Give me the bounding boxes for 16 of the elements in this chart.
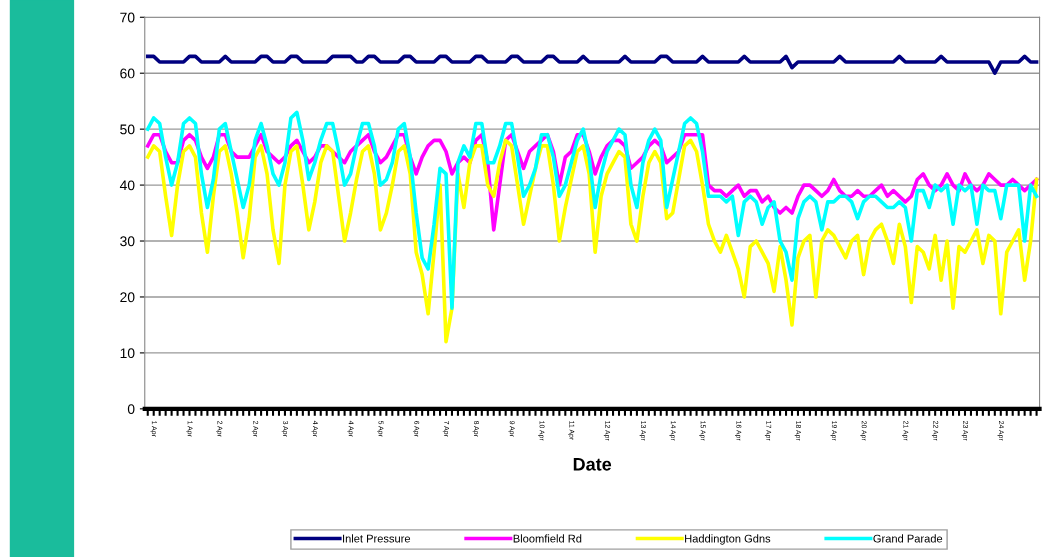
legend-label: Grand Parade [873, 534, 943, 543]
y-tick-label: 0 [127, 404, 135, 415]
y-tick-label: 50 [120, 124, 135, 135]
y-tick-label: 30 [120, 236, 135, 247]
y-tick-label: 70 [120, 12, 135, 23]
y-tick-label: 20 [120, 292, 135, 303]
legend-label: Bloomfield Rd [513, 534, 582, 543]
legend-label: Inlet Pressure [343, 534, 411, 543]
legend-label: Haddington Gdns [685, 534, 771, 545]
y-tick-label: 40 [119, 180, 135, 191]
x-axis-title: Date [573, 458, 612, 471]
line-series [145, 54, 1039, 76]
line-series [145, 110, 1039, 310]
y-tick-label: 10 [120, 348, 135, 359]
y-tick-label: 60 [120, 68, 135, 79]
line-series [145, 138, 1039, 344]
